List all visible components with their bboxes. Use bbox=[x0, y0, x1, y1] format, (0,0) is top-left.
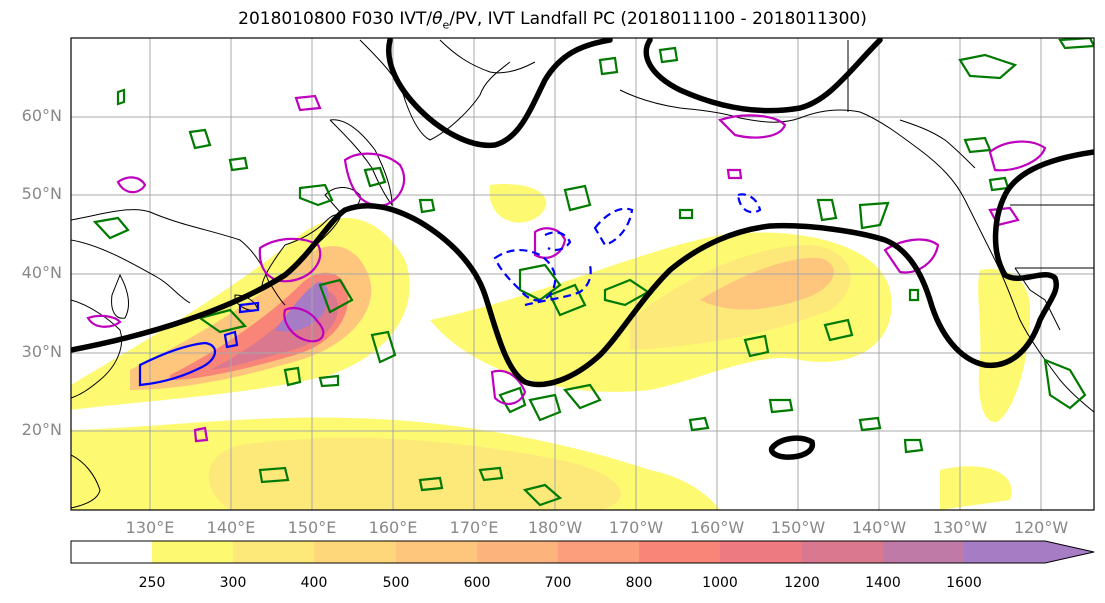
lon-label-180w: 180°W bbox=[527, 518, 583, 537]
lat-label-40n: 40°N bbox=[21, 263, 62, 282]
lon-label-150w: 150°W bbox=[770, 518, 826, 537]
colorbar-tick-800: 800 bbox=[625, 575, 653, 591]
pv-negative-contours bbox=[138, 193, 762, 387]
lat-label-50n: 50°N bbox=[21, 184, 62, 203]
lon-label-170w: 170°W bbox=[608, 518, 664, 537]
colorbar-tick-300: 300 bbox=[219, 575, 247, 591]
map-title: 2018010800 F030 IVT/θe/PV, IVT Landfall … bbox=[238, 9, 867, 32]
colorbar-tick-400: 400 bbox=[300, 575, 328, 591]
lat-label-30n: 30°N bbox=[21, 342, 62, 361]
lon-label-150e: 150°E bbox=[287, 518, 337, 537]
lon-label-160e: 160°E bbox=[368, 518, 418, 537]
colorbar-tick-600: 600 bbox=[463, 575, 491, 591]
pc-contour bbox=[71, 38, 1094, 460]
colorbar bbox=[70, 540, 1095, 564]
lon-label-130w: 130°W bbox=[932, 518, 988, 537]
theta-e-contours bbox=[92, 38, 1094, 507]
lon-label-130e: 130°E bbox=[125, 518, 175, 537]
colorbar-tick-1400: 1400 bbox=[865, 575, 901, 591]
colorbar-tick-500: 500 bbox=[382, 575, 410, 591]
colorbar-tick-1600: 1600 bbox=[946, 575, 982, 591]
colorbar-tick-700: 700 bbox=[544, 575, 572, 591]
lon-label-140e: 140°E bbox=[206, 518, 256, 537]
lon-label-120w: 120°W bbox=[1013, 518, 1069, 537]
colorbar-tick-1000: 1000 bbox=[702, 575, 738, 591]
lon-label-140w: 140°W bbox=[851, 518, 907, 537]
colorbar-tick-1200: 1200 bbox=[784, 575, 820, 591]
lon-label-160w: 160°W bbox=[689, 518, 745, 537]
pv-positive-contours bbox=[86, 94, 1047, 443]
lat-label-20n: 20°N bbox=[21, 420, 62, 439]
map-frame bbox=[70, 37, 1095, 511]
lon-label-170e: 170°E bbox=[449, 518, 499, 537]
lat-label-60n: 60°N bbox=[21, 106, 62, 125]
map-plot-area bbox=[71, 38, 1094, 510]
colorbar-tick-250: 250 bbox=[138, 575, 166, 591]
